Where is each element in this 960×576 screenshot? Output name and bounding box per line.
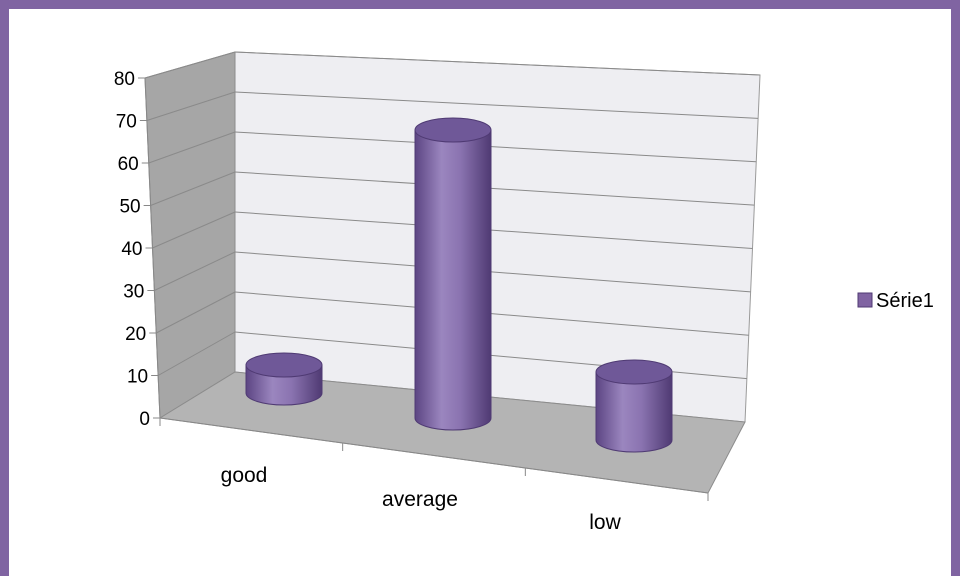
legend: Série1 xyxy=(857,290,934,312)
y-axis: 0 10 20 30 40 50 60 70 80 xyxy=(114,69,161,430)
x-axis xyxy=(159,417,709,501)
bar-body xyxy=(414,129,492,431)
gridline xyxy=(234,291,749,336)
legend-label: Série1 xyxy=(876,290,934,312)
gridlines xyxy=(144,51,761,380)
x-category-label: average xyxy=(382,488,458,511)
y-tick-label: 20 xyxy=(125,324,146,345)
y-tick-label: 0 xyxy=(139,409,150,430)
gridline xyxy=(234,51,761,76)
gridline xyxy=(234,91,759,119)
bar xyxy=(595,359,673,453)
bar xyxy=(414,117,492,431)
y-tick-label: 10 xyxy=(127,367,148,388)
gridline-side xyxy=(150,171,236,206)
bar xyxy=(245,352,323,406)
y-tick-label: 30 xyxy=(123,282,144,303)
legend-swatch xyxy=(857,292,873,308)
gridline-side xyxy=(148,131,236,164)
x-category-label: low xyxy=(589,511,621,534)
category-labels: good average low xyxy=(221,464,622,534)
gridline-side xyxy=(152,211,236,249)
y-tick-label: 50 xyxy=(119,197,140,218)
bars xyxy=(245,117,673,453)
y-tick-label: 70 xyxy=(116,112,137,133)
bar-top xyxy=(245,352,323,378)
gridline-side xyxy=(154,251,236,291)
y-tick-label: 80 xyxy=(114,69,135,90)
gridline xyxy=(234,131,757,163)
gridline-side xyxy=(144,51,236,79)
bar-top xyxy=(595,359,673,385)
y-tick-label: 60 xyxy=(118,154,139,175)
gridline-side xyxy=(157,331,236,376)
x-axis-line xyxy=(159,417,709,494)
gridline-side xyxy=(146,91,236,121)
bar-top xyxy=(414,117,492,143)
gridline xyxy=(234,251,751,293)
y-tick-label: 40 xyxy=(121,239,142,260)
gridline xyxy=(234,171,755,206)
x-category-label: good xyxy=(221,464,268,487)
gridline-side xyxy=(156,291,236,334)
gridline xyxy=(234,211,753,249)
bar-body xyxy=(595,371,673,453)
